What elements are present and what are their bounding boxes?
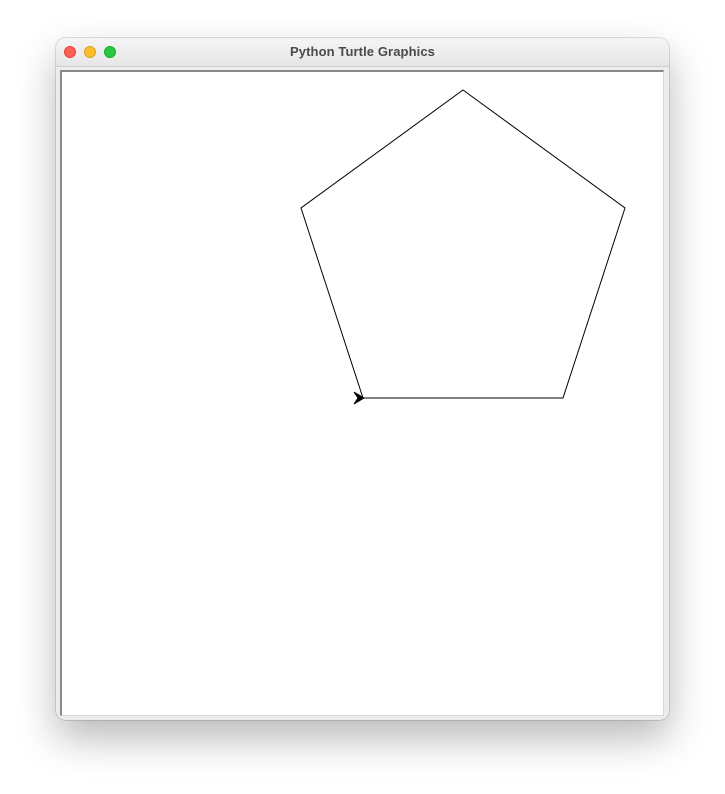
pentagon-shape xyxy=(300,89,626,399)
turtle-graphics-window: Python Turtle Graphics xyxy=(56,38,669,720)
arrow-turtle-icon xyxy=(353,391,365,405)
minimize-window-button[interactable] xyxy=(84,46,96,58)
maximize-window-button[interactable] xyxy=(104,46,116,58)
window-title: Python Turtle Graphics xyxy=(290,44,435,59)
turtle-drawing-canvas[interactable] xyxy=(62,72,663,715)
turtle-canvas-area[interactable] xyxy=(60,70,664,716)
close-window-button[interactable] xyxy=(64,46,76,58)
title-bar[interactable]: Python Turtle Graphics xyxy=(56,38,669,67)
